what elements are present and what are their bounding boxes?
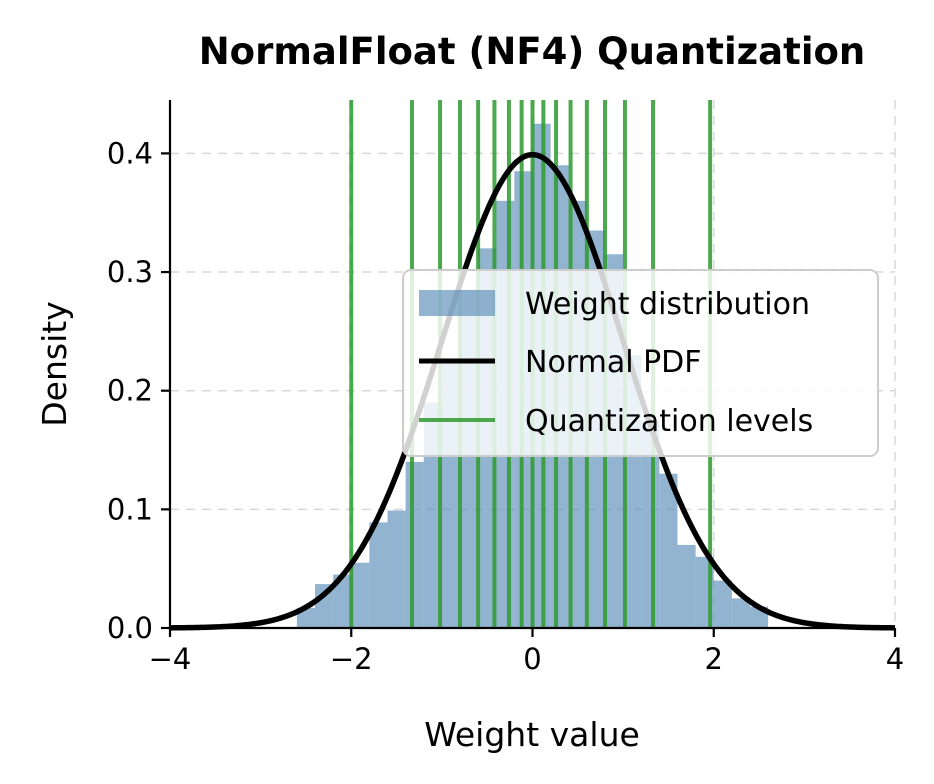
y-tick-label: 0.1 [107,492,153,526]
histogram-bar [731,598,750,628]
x-axis-label: Weight value [424,715,640,754]
x-tick-label: 2 [705,642,723,676]
histogram-bar [713,580,732,628]
histogram-bar [659,473,678,628]
histogram-bar [387,510,406,628]
normal-pdf-curve [169,151,896,631]
legend-swatch-histogram [419,290,495,316]
chart-title: NormalFloat (NF4) Quantization [199,30,866,73]
legend: Weight distribution Normal PDF Quantizat… [402,269,879,457]
legend-label-pdf: Normal PDF [525,345,702,380]
legend-label-levels: Quantization levels [525,404,813,439]
histogram-bar [369,522,388,628]
x-ticks: −4 −2 0 2 4 [149,628,904,676]
y-tick-label: 0.0 [107,611,153,645]
x-tick-label: 0 [523,642,541,676]
x-tick-label: −2 [330,642,373,676]
legend-label-histogram: Weight distribution [525,287,810,322]
y-ticks: 0.0 0.1 0.2 0.3 0.4 [107,136,170,645]
histogram-bar [677,544,696,628]
x-tick-label: −4 [149,642,192,676]
histogram-bar [405,461,424,628]
y-tick-label: 0.3 [107,255,153,289]
pdf-group [169,151,896,631]
y-tick-label: 0.2 [107,374,153,408]
x-tick-label: 4 [886,642,904,676]
histogram-bar [333,574,352,628]
y-axis-label: Density [35,301,74,426]
histogram-bar [296,607,315,628]
legend-frame [402,269,879,457]
y-tick-label: 0.4 [107,136,153,170]
histogram-bar [351,562,370,628]
histogram-bar [423,402,442,628]
